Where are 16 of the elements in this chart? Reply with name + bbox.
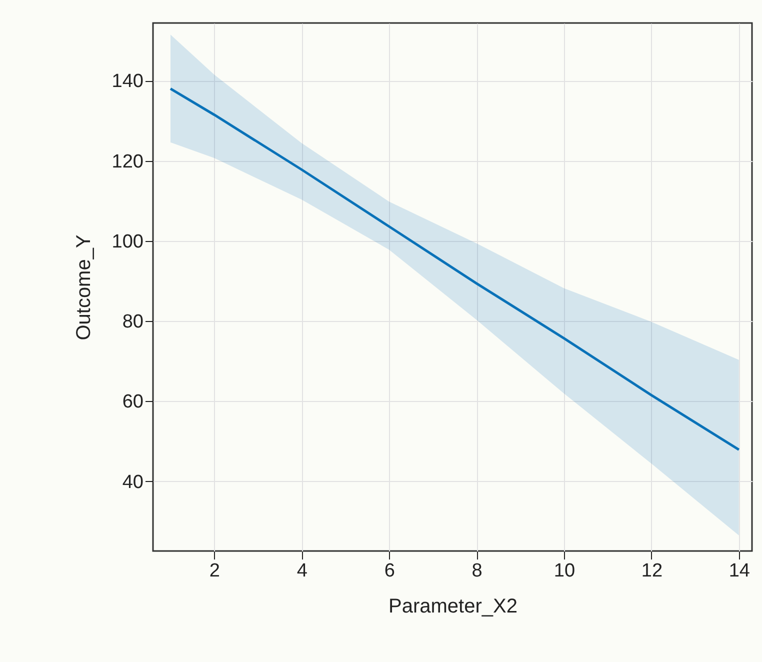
x-tick-label: 8 <box>472 560 482 582</box>
y-tick-label: 80 <box>122 312 144 333</box>
x-tick-label: 14 <box>728 560 750 582</box>
y-tick-label: 40 <box>122 472 144 493</box>
x-tick-label: 2 <box>209 560 220 582</box>
y-tick-label: 120 <box>112 151 144 172</box>
x-tick-label: 4 <box>296 560 308 582</box>
y-axis-title: Outcome_Y <box>72 234 95 340</box>
y-tick-label: 100 <box>112 231 144 252</box>
x-tick-label: 6 <box>384 560 395 582</box>
x-tick-label: 10 <box>554 560 576 582</box>
x-axis-title: Parameter_X2 <box>388 596 518 618</box>
y-tick-label: 140 <box>112 71 144 92</box>
x-tick-label: 12 <box>641 560 663 582</box>
y-tick-label: 60 <box>122 392 144 413</box>
line-series <box>169 87 740 451</box>
